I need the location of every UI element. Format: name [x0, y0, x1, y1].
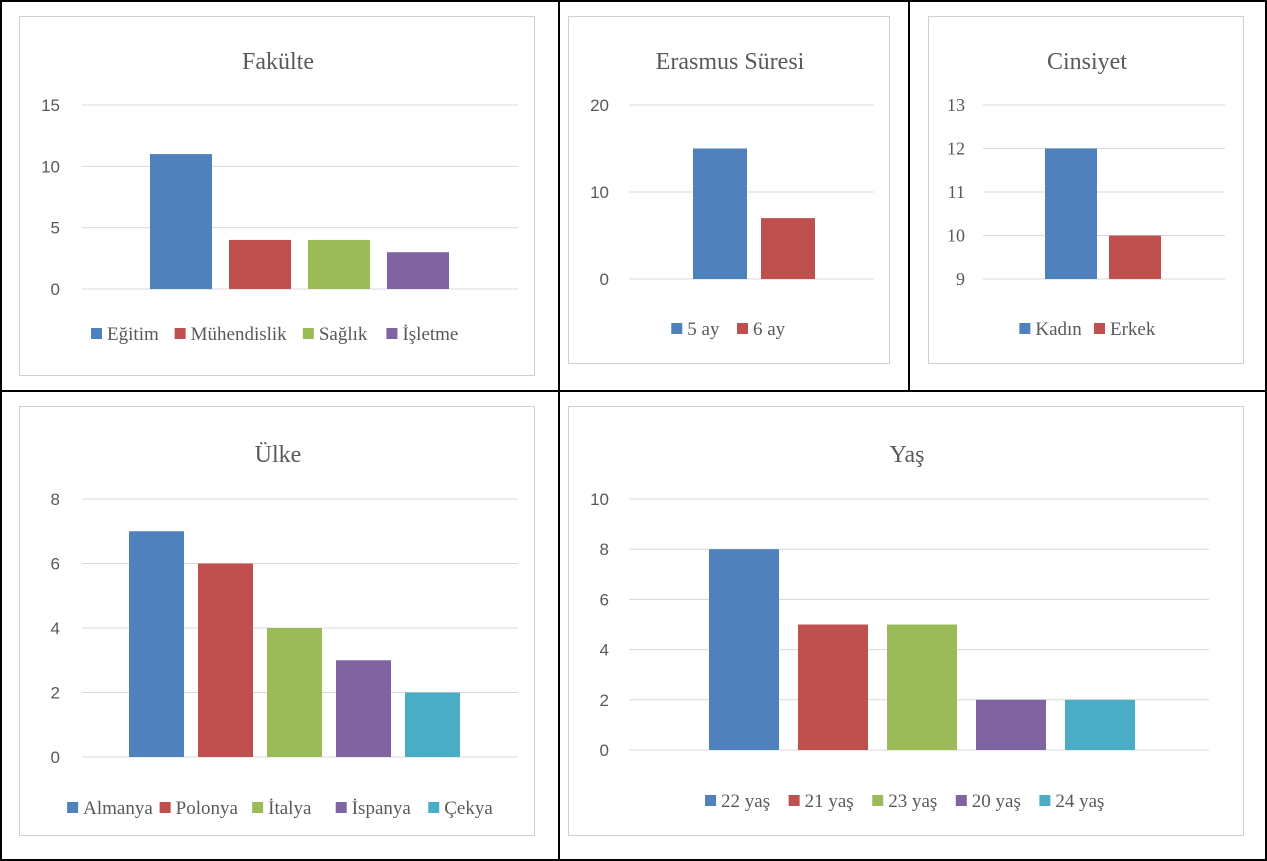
- bar-3: [308, 239, 370, 289]
- bar-5: [1065, 699, 1135, 750]
- bar-4: [976, 699, 1046, 750]
- y-tick-label: 4: [51, 619, 60, 638]
- legend-swatch: [174, 328, 186, 339]
- bar-4: [336, 660, 391, 757]
- bar-2: [198, 563, 253, 757]
- legend-swatch: [91, 328, 103, 339]
- y-tick-label: 0: [600, 270, 609, 289]
- legend-swatch: [159, 802, 171, 813]
- legend-swatch: [872, 795, 884, 806]
- chart-title: Yaş: [890, 442, 925, 468]
- legend-swatch: [335, 802, 347, 813]
- legend-swatch: [1019, 323, 1031, 334]
- legend-label: 6 ay: [753, 319, 786, 340]
- y-tick-label: 6: [600, 590, 609, 609]
- legend-label: Polonya: [176, 798, 239, 819]
- legend-swatch: [302, 328, 314, 339]
- y-tick-label: 12: [947, 139, 965, 159]
- y-tick-label: 0: [51, 280, 60, 299]
- legend-label: Mühendislik: [191, 324, 288, 345]
- chart-yas: Yaş 0 2 4 6 8 10 22 yaş 21 yaş 23 yaş 20 yaş 24 yaş: [590, 442, 1209, 812]
- legend-label: Eğitim: [107, 324, 159, 345]
- y-tick-label: 10: [947, 226, 965, 246]
- chart-title: Fakülte: [242, 49, 314, 75]
- bar-1: [129, 531, 184, 757]
- y-tick-label: 0: [600, 741, 609, 760]
- y-tick-label: 9: [956, 269, 965, 289]
- legend-label: Erkek: [1110, 319, 1156, 340]
- y-tick-label: 20: [590, 96, 609, 115]
- bar-1: [709, 549, 779, 750]
- chart-cinsiyet: Cinsiyet 9 10 11 12 13 Kadın Erkek: [947, 49, 1225, 340]
- y-tick-label: 2: [600, 691, 609, 710]
- y-tick-label: 6: [51, 555, 60, 574]
- legend-swatch: [671, 323, 683, 334]
- legend-label: İşletme: [402, 324, 458, 345]
- legend-label: 24 yaş: [1055, 791, 1104, 812]
- chart-frame-erasmus: Erasmus Süresi 0 10 20 5 ay 6 ay: [568, 16, 890, 364]
- legend-swatch: [67, 802, 79, 813]
- legend-label: Kadın: [1035, 319, 1082, 340]
- chart-title: Cinsiyet: [1047, 49, 1127, 75]
- y-tick-label: 13: [947, 95, 965, 115]
- legend-label: Sağlık: [319, 324, 368, 345]
- table-cell-cinsiyet: Cinsiyet 9 10 11 12 13 Kadın Erkek: [908, 0, 1267, 392]
- chart-frame-cinsiyet: Cinsiyet 9 10 11 12 13 Kadın Erkek: [928, 16, 1244, 364]
- bar-4: [387, 252, 449, 289]
- table-cell-fakulte: Fakülte 0 5 10 15 Eğitim Mühendislik Sağlık İşle…: [0, 0, 560, 392]
- table-cell-yas: Yaş 0 2 4 6 8 10 22 yaş 21 yaş 23 yaş 20 yaş 24 yaş: [558, 390, 1267, 861]
- table-cell-erasmus: Erasmus Süresi 0 10 20 5 ay 6 ay: [558, 0, 910, 392]
- y-tick-label: 4: [600, 641, 609, 660]
- legend-label: 22 yaş: [721, 791, 770, 812]
- chart-frame-fakulte: Fakülte 0 5 10 15 Eğitim Mühendislik Sağlık İşle…: [19, 16, 535, 376]
- legend-label: Almanya: [83, 798, 153, 819]
- legend-label: 5 ay: [687, 319, 720, 340]
- chart-fakulte: Fakülte 0 5 10 15 Eğitim Mühendislik Sağlık İşle…: [41, 49, 518, 345]
- bar-2: [1109, 235, 1161, 279]
- y-tick-label: 5: [51, 219, 60, 238]
- legend-swatch: [1094, 323, 1105, 334]
- bar-3: [887, 624, 957, 750]
- legend-label: Çekya: [444, 798, 493, 819]
- legend-swatch: [386, 328, 398, 339]
- bar-2: [229, 239, 291, 289]
- legend-swatch: [955, 795, 967, 806]
- legend-swatch: [428, 802, 440, 813]
- legend-swatch: [737, 323, 748, 334]
- legend-label: 20 yaş: [972, 791, 1021, 812]
- bar-2: [761, 218, 815, 279]
- y-tick-label: 0: [51, 748, 60, 767]
- table-cell-ulke: Ülke 0 2 4 6 8 Almanya Polonya İtalya İspanya Çeky…: [0, 390, 560, 861]
- chart-ulke: Ülke 0 2 4 6 8 Almanya Polonya İtalya İspanya Çeky…: [51, 442, 518, 819]
- y-tick-label: 8: [600, 540, 609, 559]
- y-tick-label: 2: [51, 684, 60, 703]
- bar-3: [267, 628, 322, 757]
- y-tick-label: 11: [948, 182, 965, 202]
- y-tick-label: 10: [590, 490, 609, 509]
- chart-title: Ülke: [255, 442, 302, 468]
- y-tick-label: 10: [590, 183, 609, 202]
- legend-swatch: [252, 802, 264, 813]
- legend-label: İtalya: [268, 798, 312, 819]
- chart-title: Erasmus Süresi: [656, 49, 805, 75]
- y-tick-label: 8: [51, 490, 60, 509]
- chart-frame-yas: Yaş 0 2 4 6 8 10 22 yaş 21 yaş 23 yaş 20 yaş 24 yaş: [568, 406, 1244, 836]
- chart-frame-ulke: Ülke 0 2 4 6 8 Almanya Polonya İtalya İspanya Çeky…: [19, 406, 535, 836]
- bar-5: [405, 692, 460, 757]
- legend-label: İspanya: [352, 798, 412, 819]
- legend-label: 23 yaş: [888, 791, 937, 812]
- bar-1: [1045, 148, 1097, 279]
- legend-label: 21 yaş: [805, 791, 854, 812]
- bar-2: [798, 624, 868, 750]
- bar-1: [693, 148, 747, 279]
- bar-1: [150, 154, 212, 289]
- legend-swatch: [788, 795, 800, 806]
- legend-swatch: [1039, 795, 1051, 806]
- legend-swatch: [705, 795, 717, 806]
- chart-erasmus: Erasmus Süresi 0 10 20 5 ay 6 ay: [590, 49, 874, 340]
- y-tick-label: 10: [41, 157, 60, 176]
- y-tick-label: 15: [41, 96, 60, 115]
